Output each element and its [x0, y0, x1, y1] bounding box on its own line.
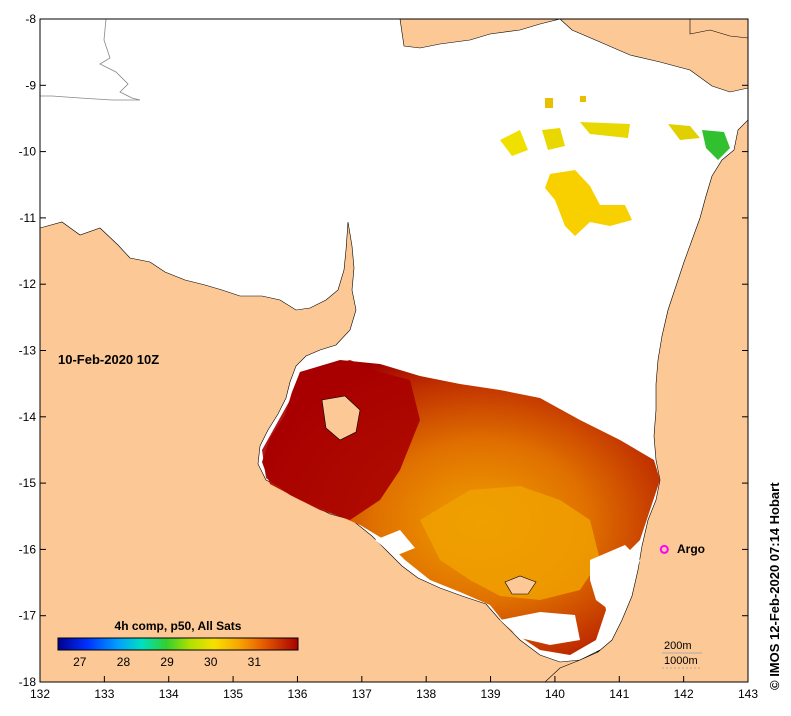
- contour-label-200: 200m: [664, 640, 692, 652]
- y-tick-label: -11: [20, 211, 37, 225]
- y-tick-label: -18: [19, 675, 37, 689]
- sst-patch-green: [702, 130, 730, 160]
- map-layers: [40, 19, 748, 682]
- y-tick-label: -9: [25, 78, 36, 92]
- legend-ticks: 27 28 29 30 31: [73, 655, 261, 669]
- land-new-guinea: [399, 19, 561, 49]
- sst-patch-dot-2: [580, 96, 586, 102]
- x-tick-label: 138: [416, 687, 436, 701]
- legend-tick-label: 28: [117, 655, 131, 669]
- land-cape-york: [559, 19, 748, 93]
- argo-label: Argo: [677, 542, 705, 556]
- y-tick-label: -15: [19, 476, 37, 490]
- x-axis: 132 133 134 135 136 137 138 139 140 141 142 143: [30, 676, 758, 701]
- legend-colorbar: [57, 637, 299, 651]
- cloud-gap-south: [500, 612, 580, 645]
- sst-patch-yellow-1: [545, 170, 632, 236]
- sst-patch-dot: [545, 98, 553, 108]
- y-axis: -8 -9 -10 -11 -12 -13 -14 -15 -16 -17 -18: [19, 12, 748, 689]
- x-tick-label: 143: [738, 687, 758, 701]
- x-tick-label: 133: [94, 687, 114, 701]
- y-tick-label: -12: [19, 277, 37, 291]
- legend-tick-label: 31: [248, 655, 262, 669]
- y-tick-label: -8: [25, 12, 36, 26]
- x-tick-label: 134: [159, 687, 179, 701]
- y-tick-label: -14: [19, 410, 37, 424]
- island-mornington: [504, 575, 537, 595]
- sst-patch-yellow-4: [580, 122, 630, 138]
- y-tick-label: -13: [19, 344, 37, 358]
- legend-tick-label: 30: [204, 655, 218, 669]
- legend-tick-label: 27: [73, 655, 87, 669]
- sst-gulf-west: [262, 360, 420, 520]
- coastline-northwest: [40, 19, 141, 101]
- argo-marker: Argo: [659, 542, 705, 556]
- sst-patch-yellow-2: [500, 130, 528, 156]
- y-tick-label: -10: [19, 145, 37, 159]
- x-tick-label: 135: [223, 687, 243, 701]
- land-new-guinea-east: [689, 19, 748, 39]
- sst-gulf-south-warm: [420, 486, 600, 600]
- cloud-gap-west: [375, 530, 415, 556]
- x-tick-label: 142: [674, 687, 694, 701]
- island-groote: [321, 395, 361, 441]
- legend-tick-label: 29: [160, 655, 174, 669]
- x-tick-label: 132: [30, 687, 50, 701]
- sst-patch-yellow-5: [668, 124, 700, 140]
- x-tick-label: 140: [545, 687, 565, 701]
- argo-icon: [659, 544, 669, 554]
- credit-text: © IMOS 12-Feb-2020 07:14 Hobart: [767, 482, 782, 690]
- x-tick-label: 136: [287, 687, 307, 701]
- land-queensland: [544, 119, 748, 682]
- date-label: 10-Feb-2020 10Z: [58, 352, 159, 367]
- sst-patch-yellow-3: [542, 128, 565, 150]
- cloud-gap-east: [590, 545, 640, 612]
- land-northern-territory: [40, 221, 601, 682]
- legend-title: 4h comp, p50, All Sats: [115, 619, 242, 633]
- x-tick-label: 139: [481, 687, 501, 701]
- y-tick-label: -16: [19, 542, 37, 556]
- color-legend: 4h comp, p50, All Sats 27 28 29 30 31: [57, 619, 299, 669]
- x-tick-label: 137: [352, 687, 372, 701]
- x-tick-label: 141: [609, 687, 629, 701]
- y-tick-label: -17: [19, 609, 37, 623]
- contour-label-1000: 1000m: [664, 655, 698, 667]
